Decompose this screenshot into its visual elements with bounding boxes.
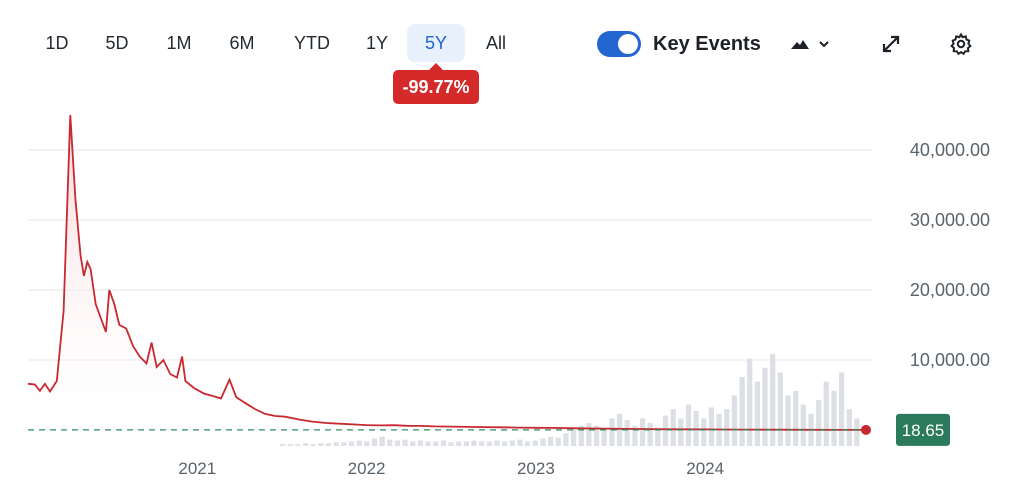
volume-bar — [777, 372, 783, 446]
range-tab-1d[interactable]: 1D — [45, 33, 69, 53]
key-events-toggle[interactable] — [597, 31, 641, 57]
range-tab-6m[interactable]: 6M — [229, 33, 255, 53]
range-tab-ytd[interactable]: YTD — [294, 33, 330, 53]
y-tick-label: 20,000.00 — [910, 280, 990, 300]
volume-bar — [685, 404, 692, 446]
x-tick-label: 2024 — [686, 459, 724, 478]
grid-lines — [28, 149, 872, 361]
volume-bar — [754, 381, 760, 446]
x-tick-label: 2021 — [178, 459, 216, 478]
volume-bar — [670, 409, 676, 446]
volume-bar — [839, 372, 845, 446]
volume-bar — [816, 400, 822, 446]
chevron-down-icon — [819, 41, 829, 48]
price-line — [27, 114, 866, 431]
range-tab-1y[interactable]: 1Y — [365, 33, 389, 53]
volume-bar — [846, 409, 852, 446]
x-tick-label: 2023 — [517, 459, 555, 478]
y-tick-label: 10,000.00 — [910, 350, 990, 370]
last-price-dot — [861, 424, 871, 435]
volume-bar — [831, 390, 837, 446]
price-flag-label: 18.65 — [902, 421, 945, 440]
range-tab-1m[interactable]: 1M — [166, 33, 192, 53]
range-tab-all[interactable]: All — [485, 33, 506, 53]
volume-bar — [708, 407, 714, 446]
price-flag-box — [896, 413, 950, 446]
expand-button[interactable] — [874, 26, 908, 62]
x-tick-label: 2022 — [348, 459, 386, 478]
volume-bar — [823, 381, 829, 446]
range-tab-5d[interactable]: 5D — [105, 33, 129, 53]
x-axis-labels: 2021 2022 2023 2024 — [178, 459, 724, 478]
chart-type-button[interactable] — [784, 26, 836, 62]
y-tick-label: 40,000.00 — [910, 140, 990, 160]
volume-bar — [731, 395, 737, 446]
volume-bar — [724, 409, 730, 446]
expand-icon — [882, 35, 900, 53]
y-axis-labels: 10,000.00 20,000.00 30,000.00 40,000.00 — [910, 140, 990, 370]
toolbar: 1D 5D 1M 6M YTD 1Y 5Y All -99.77% Key Events — [0, 0, 1024, 104]
settings-button[interactable] — [944, 26, 978, 62]
volume-bar — [739, 377, 745, 446]
toggle-knob — [618, 34, 638, 54]
y-tick-label: 30,000.00 — [910, 210, 990, 230]
volume-bar — [770, 354, 776, 446]
price-area — [28, 115, 866, 458]
volume-bar — [793, 390, 799, 446]
volume-bar — [747, 358, 753, 446]
price-flag: 18.65 — [896, 413, 950, 446]
volume-bar — [762, 367, 768, 446]
range-tab-5y[interactable]: 5Y — [407, 24, 465, 62]
volume-bar — [800, 404, 806, 446]
mountain-chart-icon — [791, 40, 809, 49]
gear-icon — [950, 32, 972, 56]
volume-bar — [785, 395, 791, 446]
price-chart: 10,000.00 20,000.00 30,000.00 40,000.00 202… — [27, 114, 990, 478]
change-badge: -99.77% — [393, 63, 479, 104]
key-events-label: Key Events — [653, 33, 761, 55]
